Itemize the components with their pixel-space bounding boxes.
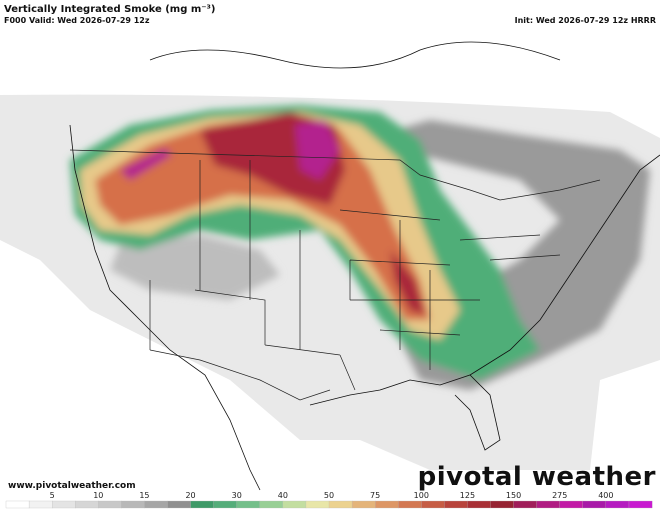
colorbar-cell — [190, 500, 215, 509]
title: Vertically Integrated Smoke (mg m⁻³) — [4, 4, 216, 15]
colorbar-cell — [421, 500, 445, 509]
us-canada-border — [69, 149, 601, 201]
colorbar-label: 75 — [370, 491, 380, 500]
smoke-red-south — [390, 250, 425, 315]
colorbar-cell — [398, 500, 422, 509]
colorbar-cell — [444, 500, 468, 509]
colorbar-cell — [374, 500, 399, 509]
colorbar-cell — [628, 500, 653, 509]
east-coast — [469, 154, 660, 376]
colorbar-cell — [513, 500, 538, 509]
colorbar-label: 5 — [50, 491, 55, 500]
colorbar-cell — [536, 500, 561, 509]
colorbar: 5 10 15 20 30 40 50 75 100 125 150 275 400 — [5, 491, 653, 509]
smoke-magenta-west — [120, 148, 172, 180]
colorbar-cell — [144, 500, 168, 509]
colorbar-label: 125 — [460, 491, 475, 500]
colorbar-label: 30 — [232, 491, 242, 500]
colorbar-cell — [51, 500, 76, 509]
colorbar-cell — [328, 500, 353, 509]
colorbar-cell — [467, 500, 491, 509]
colorbar-cell — [559, 500, 584, 509]
smoke-field — [70, 105, 650, 390]
north-coast — [149, 41, 561, 69]
valid-time: F000 Valid: Wed 2026-07-29 12z — [4, 16, 150, 25]
map — [0, 41, 660, 491]
colorbar-label: 20 — [185, 491, 195, 500]
smoke-orange — [95, 115, 430, 320]
colorbar-label: 50 — [324, 491, 334, 500]
colorbar-cell — [305, 500, 330, 509]
colorbar-label: 150 — [506, 491, 521, 500]
colorbar-cell — [121, 500, 145, 509]
smoke-gray-west — [110, 235, 280, 300]
colorbar-cell — [236, 500, 261, 509]
colorbar-cell — [605, 500, 630, 509]
colorbar-cell — [490, 500, 515, 509]
colorbar-cell — [28, 500, 53, 509]
colorbar-label: 10 — [93, 491, 103, 500]
colorbar-cell — [98, 500, 122, 509]
site-url: www.pivotalweather.com — [8, 481, 136, 491]
colorbar-label: 100 — [414, 491, 429, 500]
colorbar-label: 15 — [139, 491, 149, 500]
colorbar-label: 40 — [278, 491, 288, 500]
us-mexico-border — [149, 349, 331, 401]
colorbar-cell — [351, 500, 376, 509]
init-time: Init: Wed 2026-07-29 12z HRRR — [515, 16, 656, 25]
colorbar-label: 275 — [552, 491, 567, 500]
smoke-magenta — [295, 120, 340, 180]
colorbar-cell — [167, 500, 192, 509]
colorbar-label: 400 — [598, 491, 613, 500]
colorbar-cell — [259, 500, 284, 509]
colorbar-cell — [582, 500, 607, 509]
colorbar-cell — [5, 500, 30, 509]
colorbar-cell — [75, 500, 99, 509]
colorbar-cell — [282, 500, 307, 509]
colorbar-cell — [213, 500, 238, 509]
west-coast — [69, 124, 261, 491]
state-borders — [149, 160, 561, 391]
brand-logo: pivotal weather — [418, 462, 656, 492]
